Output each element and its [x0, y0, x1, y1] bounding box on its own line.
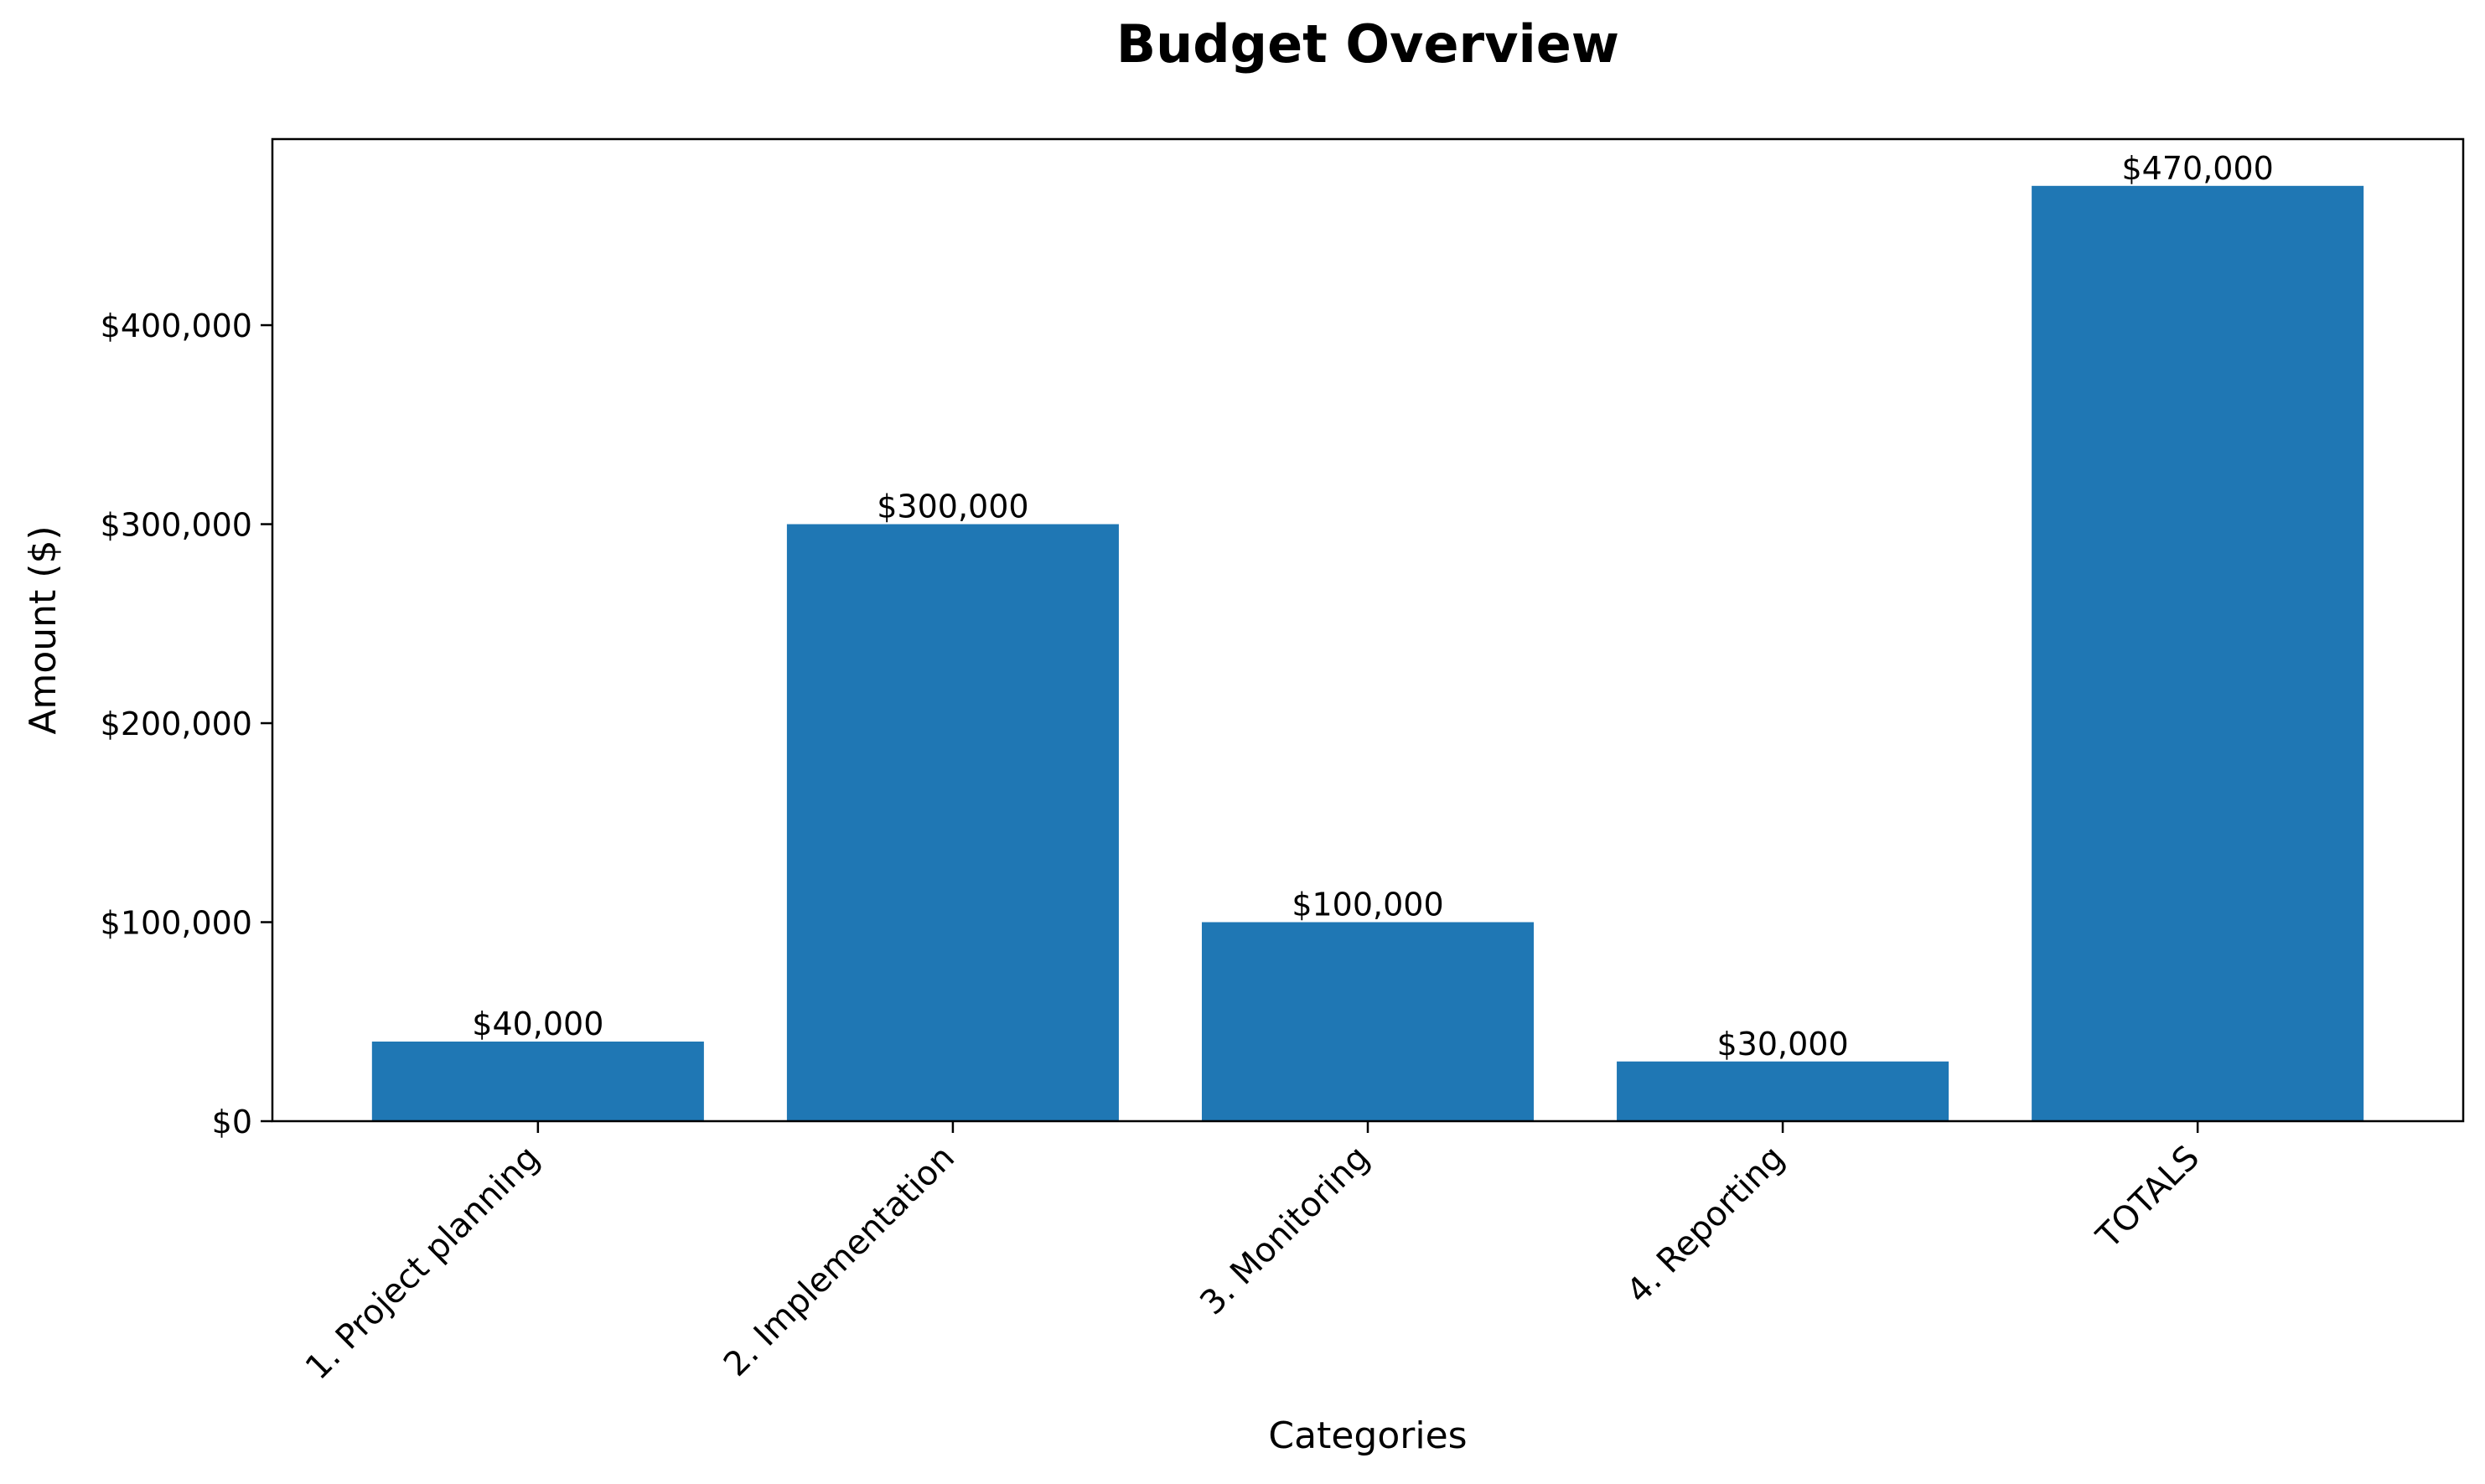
bar-value-label: $30,000 — [1717, 1026, 1849, 1063]
bar-value-label: $100,000 — [1292, 887, 1443, 923]
bars-group — [371, 185, 2364, 1121]
bar — [1617, 1061, 1949, 1121]
bar-value-labels: $40,000 $300,000 $100,000 $30,000 $470,000 — [472, 150, 2274, 1063]
bar-value-label: $40,000 — [472, 1006, 603, 1042]
bar — [2032, 185, 2364, 1121]
x-tick-label: 4. Reporting — [1619, 1139, 1792, 1311]
x-tick-label: 2. Implementation — [717, 1139, 962, 1384]
bar — [1201, 922, 1535, 1121]
y-tick-label: $100,000 — [101, 905, 252, 942]
x-tick-label: 1. Project planning — [298, 1139, 547, 1388]
x-axis-label: Categories — [1268, 1414, 1467, 1457]
y-tick-label: $0 — [212, 1104, 252, 1140]
x-tick-label: 3. Monitoring — [1193, 1139, 1377, 1323]
x-axis-ticks: 1. Project planning 2. Implementation 3. M… — [298, 1121, 2207, 1388]
bar-value-label: $300,000 — [877, 489, 1028, 525]
y-tick-label: $400,000 — [101, 308, 252, 344]
y-axis-ticks: $0 $100,000 $200,000 $300,000 $400,000 — [101, 308, 272, 1140]
bar — [786, 524, 1119, 1121]
bar-value-label: $470,000 — [2121, 150, 2273, 187]
x-tick-label: TOTALS — [2089, 1139, 2207, 1257]
chart-title: Budget Overview — [1116, 13, 1619, 75]
y-tick-label: $200,000 — [101, 706, 252, 742]
plot-frame — [271, 137, 2465, 1123]
y-tick-label: $300,000 — [101, 507, 252, 544]
bar — [371, 1042, 704, 1121]
y-axis-label: Amount ($) — [22, 525, 65, 734]
